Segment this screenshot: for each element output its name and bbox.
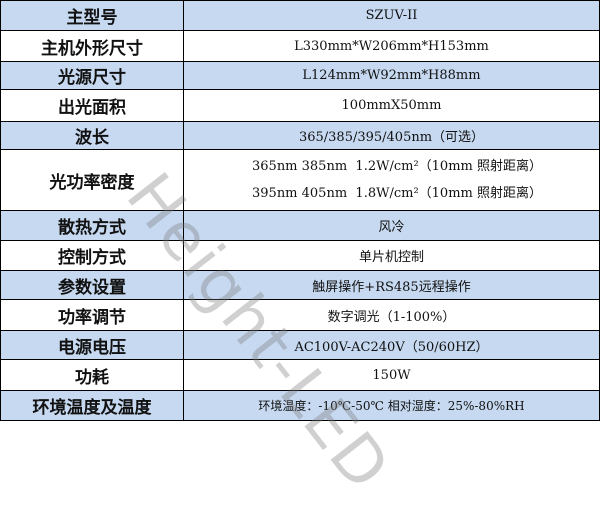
spec-row-power-adjust: 功率调节 数字调光（1-100%） xyxy=(0,299,600,331)
spec-value: L124mm*W92mm*H88mm xyxy=(183,61,600,90)
spec-value: 数字调光（1-100%） xyxy=(183,299,600,331)
spec-value: 365/385/395/405nm（可选） xyxy=(183,121,600,150)
spec-value: 风冷 xyxy=(183,210,600,241)
spec-row-wavelength: 波长 365/385/395/405nm（可选） xyxy=(0,121,600,150)
spec-label: 控制方式 xyxy=(0,240,184,271)
spec-row-model: 主型号 SZUV-II xyxy=(0,0,600,31)
spec-label: 光功率密度 xyxy=(0,149,184,211)
spec-label: 散热方式 xyxy=(0,210,184,241)
spec-value-line: 365nm 385nm 1.2W/cm²（10mm 照射距离） xyxy=(252,159,542,174)
spec-label: 波长 xyxy=(0,121,184,150)
spec-label: 出光面积 xyxy=(0,89,184,122)
spec-table: 主型号 SZUV-II 主机外形尺寸 L330mm*W206mm*H153mm 光源… xyxy=(0,0,600,421)
spec-label: 参数设置 xyxy=(0,270,184,300)
spec-row-source-size: 光源尺寸 L124mm*W92mm*H88mm xyxy=(0,61,600,90)
spec-row-environment: 环境温度及温度 环境温度：-10℃-50℃ 相对湿度：25%-80%RH xyxy=(0,390,600,421)
spec-row-voltage: 电源电压 AC100V-AC240V（50/60HZ） xyxy=(0,330,600,360)
spec-label: 主机外形尺寸 xyxy=(0,30,184,62)
spec-row-host-size: 主机外形尺寸 L330mm*W206mm*H153mm xyxy=(0,30,600,62)
spec-row-area: 出光面积 100mmX50mm xyxy=(0,89,600,122)
spec-row-power-density: 光功率密度 365nm 385nm 1.2W/cm²（10mm 照射距离） 395n… xyxy=(0,149,600,211)
spec-value: 100mmX50mm xyxy=(183,89,600,122)
spec-value: 触屏操作+RS485远程操作 xyxy=(183,270,600,300)
spec-row-control: 控制方式 单片机控制 xyxy=(0,240,600,271)
spec-label: 电源电压 xyxy=(0,330,184,360)
spec-value: 365nm 385nm 1.2W/cm²（10mm 照射距离） 395nm 405… xyxy=(183,149,600,211)
spec-row-settings: 参数设置 触屏操作+RS485远程操作 xyxy=(0,270,600,300)
spec-value: 150W xyxy=(183,359,600,391)
spec-label: 功耗 xyxy=(0,359,184,391)
spec-label: 环境温度及温度 xyxy=(0,390,184,421)
spec-row-consumption: 功耗 150W xyxy=(0,359,600,391)
spec-row-cooling: 散热方式 风冷 xyxy=(0,210,600,241)
spec-label: 主型号 xyxy=(0,0,184,31)
spec-value: SZUV-II xyxy=(183,0,600,31)
spec-value: 环境温度：-10℃-50℃ 相对湿度：25%-80%RH xyxy=(183,390,600,421)
spec-value: 单片机控制 xyxy=(183,240,600,271)
spec-value: L330mm*W206mm*H153mm xyxy=(183,30,600,62)
spec-value: AC100V-AC240V（50/60HZ） xyxy=(183,330,600,360)
spec-label: 功率调节 xyxy=(0,299,184,331)
spec-value-line: 395nm 405nm 1.8W/cm²（10mm 照射距离） xyxy=(252,186,542,201)
spec-label: 光源尺寸 xyxy=(0,61,184,90)
